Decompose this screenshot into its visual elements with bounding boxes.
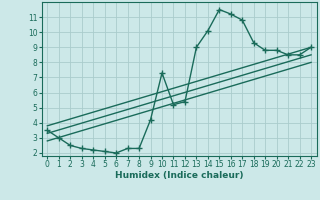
X-axis label: Humidex (Indice chaleur): Humidex (Indice chaleur) [115,171,244,180]
